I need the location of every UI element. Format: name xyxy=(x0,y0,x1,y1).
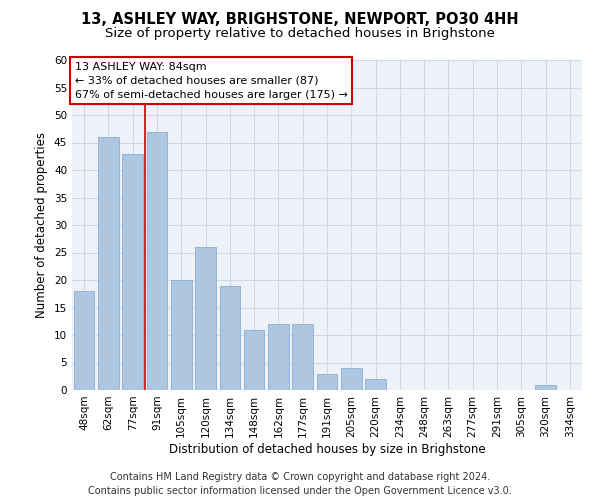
Bar xyxy=(98,137,119,390)
Bar xyxy=(74,291,94,390)
Bar xyxy=(268,324,289,390)
X-axis label: Distribution of detached houses by size in Brighstone: Distribution of detached houses by size … xyxy=(169,442,485,456)
Bar xyxy=(535,384,556,390)
Y-axis label: Number of detached properties: Number of detached properties xyxy=(35,132,49,318)
Bar xyxy=(292,324,313,390)
Bar xyxy=(146,132,167,390)
Text: 13, ASHLEY WAY, BRIGHSTONE, NEWPORT, PO30 4HH: 13, ASHLEY WAY, BRIGHSTONE, NEWPORT, PO3… xyxy=(81,12,519,28)
Bar xyxy=(244,330,265,390)
Bar xyxy=(317,374,337,390)
Text: 13 ASHLEY WAY: 84sqm
← 33% of detached houses are smaller (87)
67% of semi-detac: 13 ASHLEY WAY: 84sqm ← 33% of detached h… xyxy=(74,62,347,100)
Bar xyxy=(341,368,362,390)
Text: Contains HM Land Registry data © Crown copyright and database right 2024.
Contai: Contains HM Land Registry data © Crown c… xyxy=(88,472,512,496)
Bar xyxy=(195,247,216,390)
Bar xyxy=(220,286,240,390)
Bar xyxy=(122,154,143,390)
Text: Size of property relative to detached houses in Brighstone: Size of property relative to detached ho… xyxy=(105,28,495,40)
Bar xyxy=(365,379,386,390)
Bar xyxy=(171,280,191,390)
